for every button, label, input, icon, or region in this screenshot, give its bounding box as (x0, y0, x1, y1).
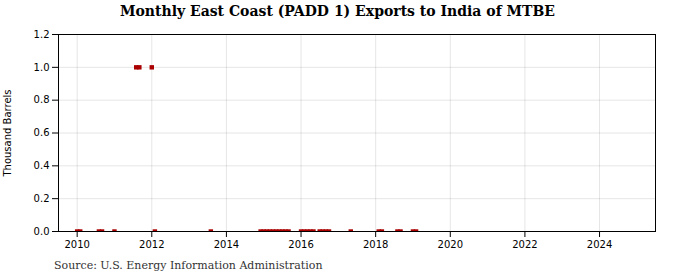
svg-text:2012: 2012 (139, 239, 164, 250)
svg-text:2018: 2018 (363, 239, 388, 250)
svg-text:2024: 2024 (587, 239, 612, 250)
html-text:Monthly East Coast (PADD 1) Ex: Monthly East Coast (PADD 1) Exports to I… (120, 3, 555, 19)
svg-text:1.0: 1.0 (34, 62, 50, 73)
svg-text:0.6: 0.6 (34, 127, 50, 138)
svg-text:2010: 2010 (64, 239, 89, 250)
svg-text:2022: 2022 (512, 239, 537, 250)
svg-text:0.0: 0.0 (34, 226, 50, 237)
svg-text:1.2: 1.2 (34, 29, 50, 40)
svg-text:0.2: 0.2 (34, 193, 50, 204)
svg-text:Thousand Barrels: Thousand Barrels (2, 89, 13, 177)
html-text:Source: U.S. Energy Informatio: Source: U.S. Energy Information Administ… (54, 259, 323, 272)
svg-text:0.8: 0.8 (34, 94, 50, 105)
svg-text:2014: 2014 (214, 239, 239, 250)
svg-text:2016: 2016 (288, 239, 313, 250)
svg-text:0.4: 0.4 (34, 160, 50, 171)
svg-text:2020: 2020 (438, 239, 463, 250)
